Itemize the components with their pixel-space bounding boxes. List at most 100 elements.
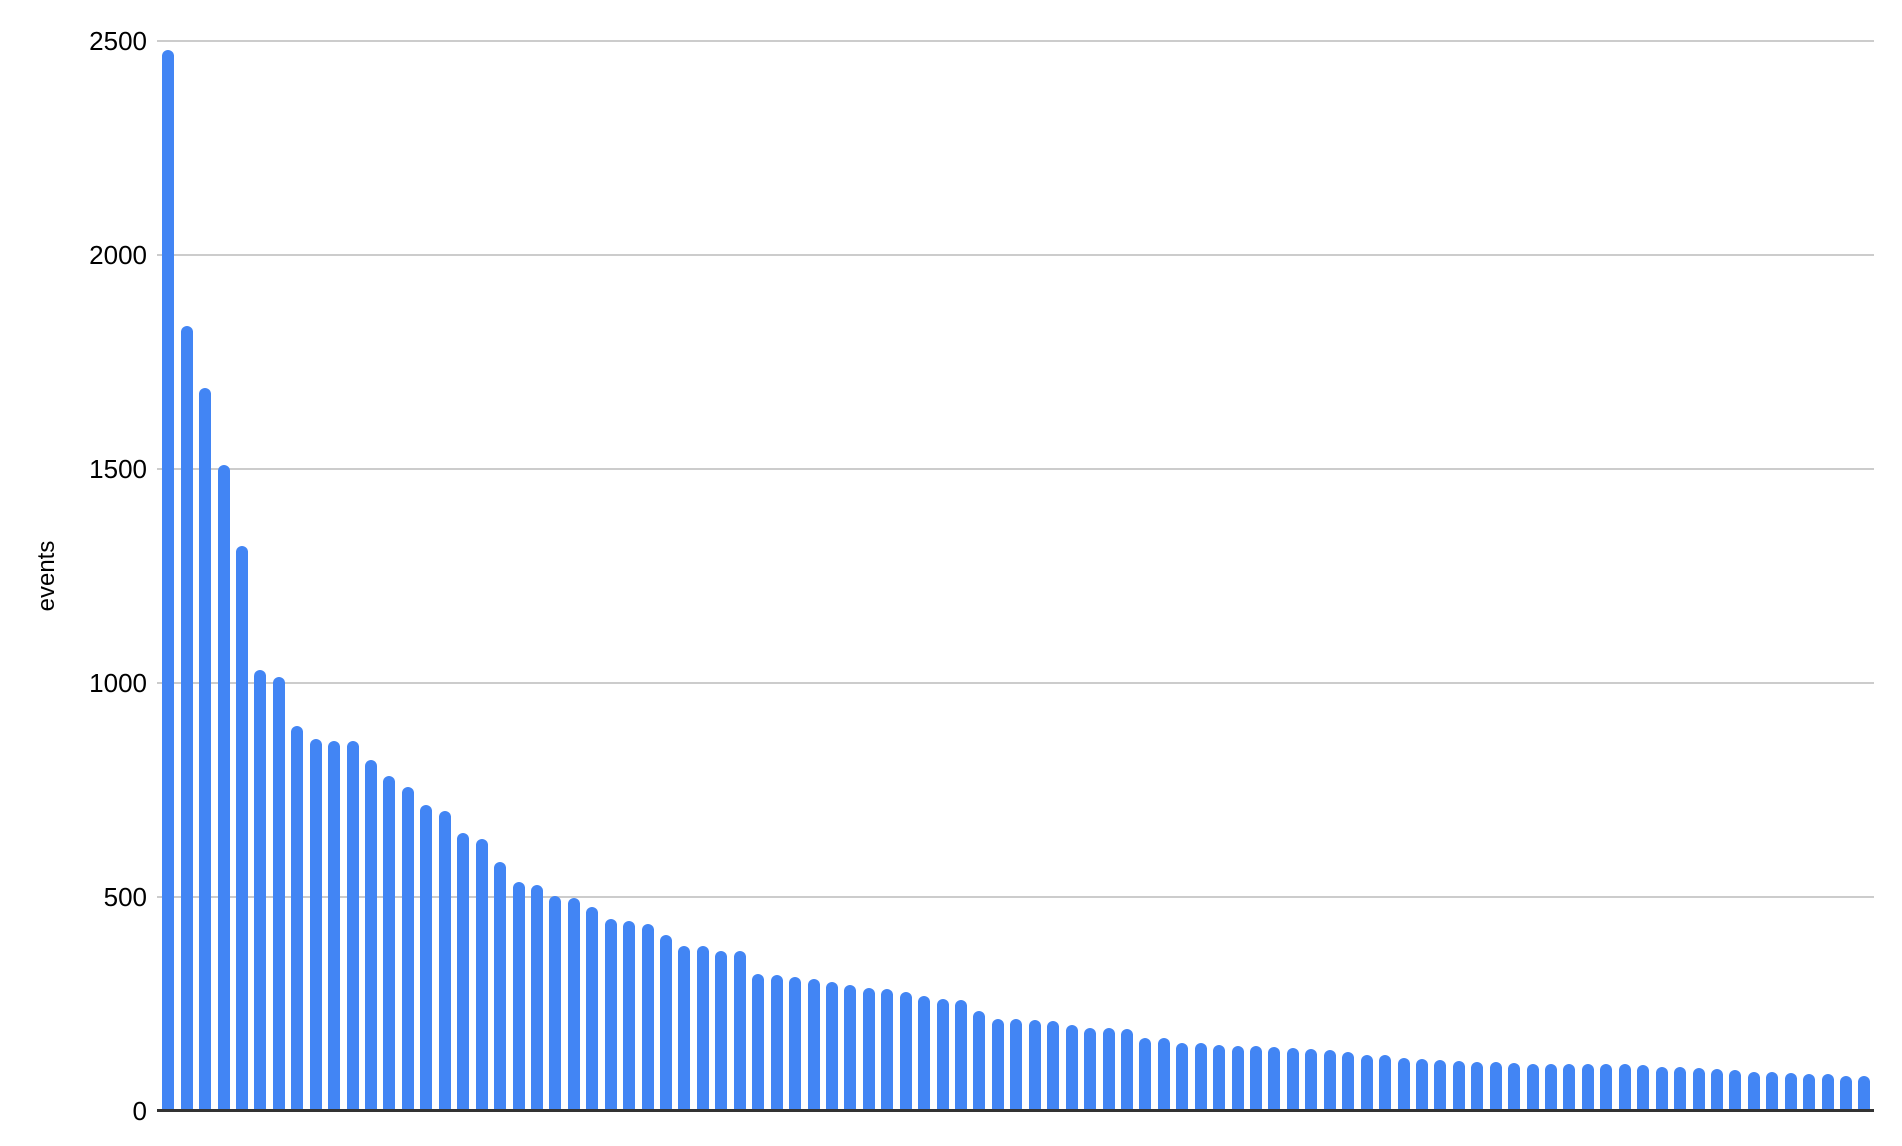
bar-slot: [952, 41, 970, 1111]
bar-slot: [1413, 41, 1431, 1111]
bar: [641, 923, 654, 1111]
bar-slot: [1228, 41, 1246, 1111]
bar-slot: [1523, 41, 1541, 1111]
bar: [1379, 1055, 1392, 1111]
bar: [1508, 1063, 1521, 1111]
bar-slot: [1394, 41, 1412, 1111]
bar: [346, 740, 359, 1111]
bar: [1784, 1072, 1797, 1111]
bar: [162, 49, 175, 1111]
bar: [733, 951, 746, 1111]
bar: [1397, 1057, 1410, 1111]
bar: [217, 464, 230, 1111]
bar: [715, 950, 728, 1111]
bar: [475, 839, 488, 1111]
bar-slot: [343, 41, 361, 1111]
bar: [567, 897, 580, 1111]
bar: [420, 805, 433, 1111]
bar: [272, 676, 285, 1111]
bar-slot: [1616, 41, 1634, 1111]
bar-slot: [288, 41, 306, 1111]
bar-slot: [565, 41, 583, 1111]
bar: [789, 977, 802, 1111]
bar-slot: [1192, 41, 1210, 1111]
bar: [1268, 1046, 1281, 1111]
bar: [660, 934, 673, 1111]
bar-slot: [1081, 41, 1099, 1111]
gridline: [157, 468, 1874, 470]
bar-slot: [1542, 41, 1560, 1111]
bar: [1526, 1063, 1539, 1111]
bar: [530, 885, 543, 1111]
bar-slot: [933, 41, 951, 1111]
bar-slot: [1560, 41, 1578, 1111]
bar-slot: [897, 41, 915, 1111]
bar-slot: [1579, 41, 1597, 1111]
bar: [1231, 1045, 1244, 1111]
bar: [1858, 1075, 1871, 1111]
gridline: [157, 682, 1874, 684]
y-tick-label: 2500: [89, 26, 147, 56]
bar-slot: [1284, 41, 1302, 1111]
bar-slot: [1302, 41, 1320, 1111]
gridline: [157, 254, 1874, 256]
bar-slot: [1062, 41, 1080, 1111]
bar: [512, 882, 525, 1111]
bar-slot: [417, 41, 435, 1111]
bar: [1600, 1064, 1613, 1111]
bar-slot: [1671, 41, 1689, 1111]
bar: [918, 996, 931, 1111]
bar-slot: [1376, 41, 1394, 1111]
bar: [770, 975, 783, 1111]
bar: [1176, 1042, 1189, 1111]
bar-slot: [1247, 41, 1265, 1111]
bar: [1139, 1037, 1152, 1111]
bar-slot: [1357, 41, 1375, 1111]
bar: [1120, 1029, 1133, 1111]
bar: [494, 861, 507, 1111]
bar: [623, 921, 636, 1111]
bar-slot: [1726, 41, 1744, 1111]
bar-slot: [436, 41, 454, 1111]
bar-slot: [1450, 41, 1468, 1111]
bar: [401, 787, 414, 1111]
bar: [457, 832, 470, 1111]
bar: [1674, 1066, 1687, 1111]
bar: [1194, 1043, 1207, 1111]
bar-slot: [1210, 41, 1228, 1111]
bar: [180, 325, 193, 1111]
gridline: [157, 896, 1874, 898]
bar-slot: [1818, 41, 1836, 1111]
bar-slot: [1782, 41, 1800, 1111]
bar-series: [159, 41, 1874, 1111]
y-tick-label: 1500: [89, 454, 147, 484]
bar: [365, 760, 378, 1111]
x-axis-line: [157, 1109, 1874, 1112]
bar: [1803, 1074, 1816, 1111]
y-tick-label: 1000: [89, 668, 147, 698]
bar-slot: [1708, 41, 1726, 1111]
bar: [936, 999, 949, 1111]
bar: [1766, 1072, 1779, 1111]
bar-slot: [823, 41, 841, 1111]
bar: [1821, 1074, 1834, 1111]
bar: [844, 985, 857, 1111]
y-axis-tick-labels: 0 500 1000 1500 2000 2500: [0, 0, 147, 1146]
bar-slot: [380, 41, 398, 1111]
bar: [1655, 1066, 1668, 1111]
bar: [1323, 1049, 1336, 1111]
bar-slot: [767, 41, 785, 1111]
bar-slot: [325, 41, 343, 1111]
bar: [1637, 1064, 1650, 1111]
bar: [1047, 1021, 1060, 1111]
bar-slot: [1800, 41, 1818, 1111]
bar: [1065, 1024, 1078, 1111]
bar: [807, 978, 820, 1111]
bar: [549, 896, 562, 1111]
bar-slot: [1634, 41, 1652, 1111]
bar-slot: [1505, 41, 1523, 1111]
bar-slot: [1265, 41, 1283, 1111]
bar-slot: [233, 41, 251, 1111]
bar-slot: [1468, 41, 1486, 1111]
